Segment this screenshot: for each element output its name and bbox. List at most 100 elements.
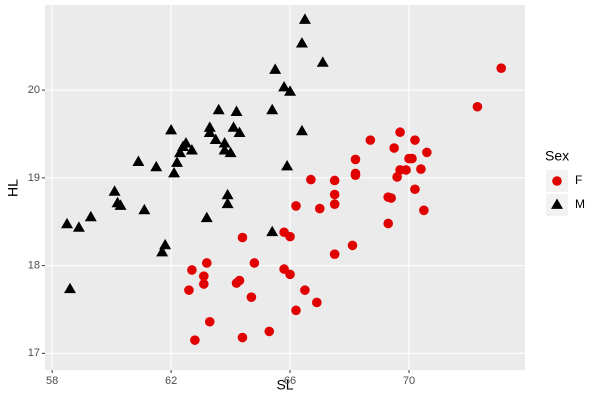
point <box>472 101 483 112</box>
point <box>84 210 97 222</box>
point <box>168 166 181 178</box>
point <box>285 269 295 280</box>
point <box>114 199 127 210</box>
point <box>249 258 260 268</box>
point <box>199 271 209 281</box>
point <box>108 185 121 196</box>
point <box>209 133 222 145</box>
point <box>187 265 197 275</box>
point <box>221 197 234 209</box>
point <box>237 232 248 243</box>
point <box>383 218 393 229</box>
point <box>316 56 329 67</box>
point <box>150 160 163 172</box>
y-tick-label: 18 <box>28 259 40 271</box>
point <box>266 225 279 237</box>
x-tick-label: 62 <box>165 375 177 387</box>
point <box>200 211 213 223</box>
point <box>138 203 151 215</box>
point <box>291 201 301 211</box>
point <box>300 285 310 295</box>
point <box>306 174 316 185</box>
legend-title: Sex <box>545 148 569 164</box>
point <box>284 85 297 96</box>
point <box>156 245 169 257</box>
point <box>312 297 322 308</box>
points <box>61 13 507 345</box>
point <box>496 63 507 73</box>
point <box>410 184 420 195</box>
point <box>410 135 420 145</box>
point <box>392 172 402 182</box>
point <box>269 63 282 74</box>
point <box>72 221 85 232</box>
x-tick-label: 58 <box>46 375 58 387</box>
point <box>64 282 76 294</box>
point <box>347 240 358 251</box>
point <box>212 103 225 115</box>
point <box>278 80 291 92</box>
point <box>291 305 301 316</box>
point <box>386 193 396 203</box>
legend-label: F <box>575 173 582 187</box>
point <box>314 203 325 214</box>
point <box>329 175 340 186</box>
point <box>285 231 295 242</box>
point <box>231 278 242 288</box>
point <box>407 153 417 164</box>
y-tick-label: 20 <box>28 84 40 96</box>
point <box>218 137 231 148</box>
point <box>416 164 426 174</box>
point <box>230 105 243 116</box>
point <box>204 316 215 327</box>
point <box>350 154 361 165</box>
point <box>224 146 237 158</box>
legend-symbol <box>552 176 562 186</box>
point <box>295 124 308 136</box>
point <box>227 121 240 132</box>
plot-panel <box>45 5 525 370</box>
point <box>201 258 212 268</box>
point <box>199 279 209 289</box>
point <box>264 326 275 337</box>
point <box>422 147 432 158</box>
point <box>233 126 246 138</box>
point <box>190 335 200 345</box>
point <box>132 155 145 166</box>
y-tick-label: 19 <box>28 172 40 184</box>
point <box>203 121 216 132</box>
legend-symbol <box>551 198 563 209</box>
point <box>329 199 340 209</box>
point <box>365 135 376 145</box>
x-tick-label: 66 <box>284 375 296 387</box>
x-tick-label: 70 <box>403 375 415 387</box>
point <box>350 170 361 181</box>
point <box>61 217 73 229</box>
point <box>266 103 279 115</box>
x-axis-title: SL <box>276 377 293 393</box>
point <box>281 159 294 171</box>
point <box>237 332 248 343</box>
point <box>185 144 198 155</box>
point <box>401 165 411 175</box>
point <box>419 205 429 216</box>
point <box>329 249 340 259</box>
legend: FM <box>546 170 585 216</box>
legend-label: M <box>575 197 585 211</box>
point <box>329 189 340 200</box>
point <box>298 13 311 24</box>
point <box>179 137 192 148</box>
y-axis-title: HL <box>5 179 21 197</box>
point <box>389 143 399 153</box>
point <box>184 285 194 295</box>
point <box>203 126 216 138</box>
point <box>165 123 178 135</box>
y-tick-label: 17 <box>28 347 40 359</box>
point <box>295 37 308 48</box>
point <box>395 127 405 138</box>
point <box>174 146 186 158</box>
point <box>171 156 184 167</box>
point <box>246 292 257 302</box>
point <box>221 188 234 200</box>
